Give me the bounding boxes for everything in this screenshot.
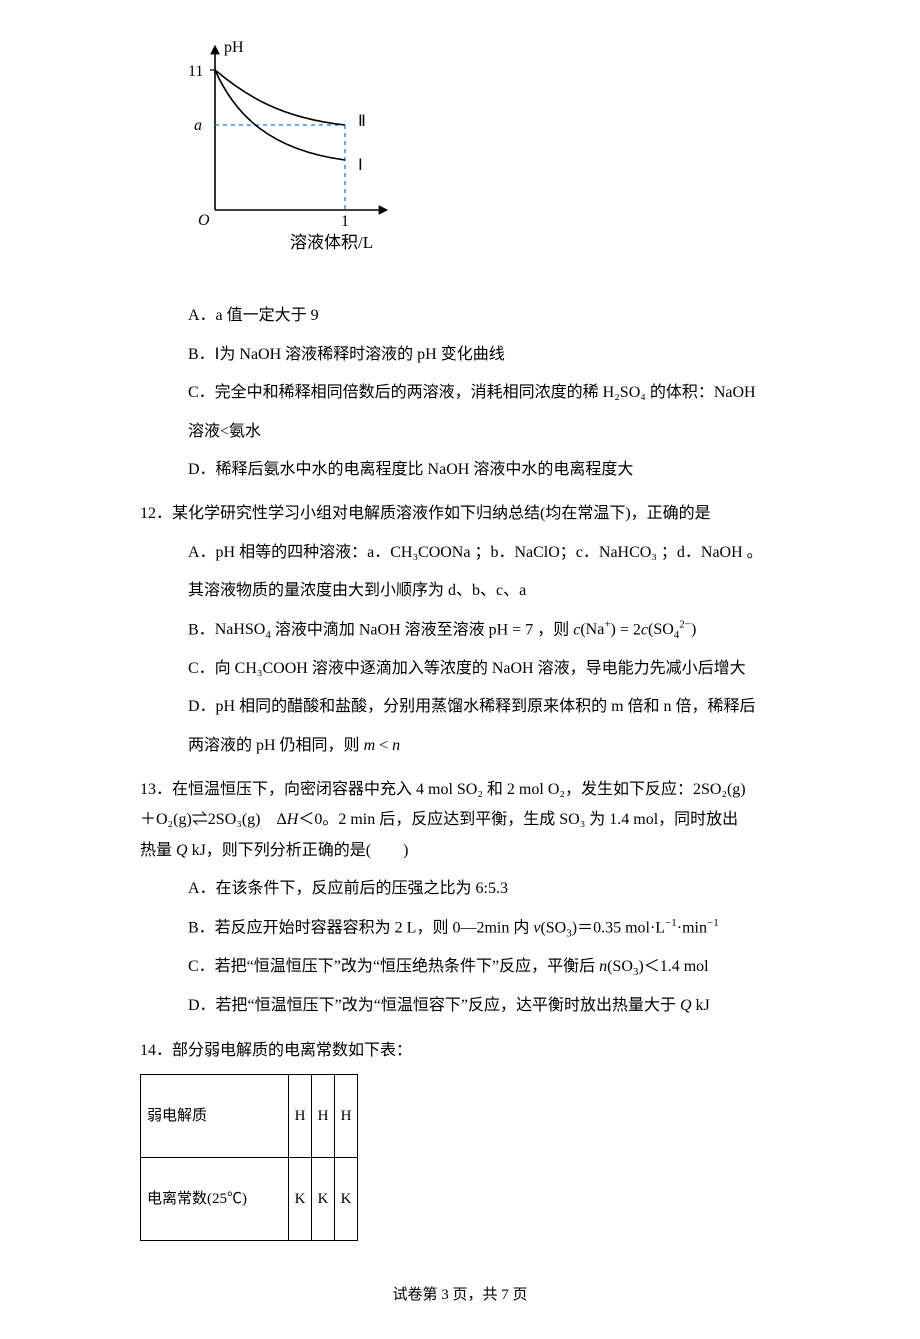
q14-r2c1: K <box>289 1157 312 1240</box>
q14-r2-label: 电离常数(25℃) <box>141 1157 289 1240</box>
ph-dilution-chart: pH O 11 a 1 Ⅱ Ⅰ 溶液体积/L <box>160 40 780 281</box>
q14-r1c1: H <box>289 1074 312 1157</box>
q13-C: C．若把“恒温恒压下”改为“恒压绝热条件下”反应，平衡后 n(SO3)＜1.4 … <box>188 952 780 983</box>
q14-r1c2: H <box>312 1074 335 1157</box>
curve-II-label: Ⅱ <box>358 113 366 130</box>
q14-r2c3: K <box>335 1157 358 1240</box>
chart-svg: pH O 11 a 1 Ⅱ Ⅰ 溶液体积/L <box>160 40 400 270</box>
q12: 12．某化学研究性学习小组对电解质溶液作如下归纳总结(均在常温下)，正确的是 A… <box>140 499 780 761</box>
q13: 13．在恒温恒压下，向密闭容器中充入 4 mol SO₂ 和 2 mol O₂，… <box>140 775 780 1021</box>
ytick-a: a <box>194 117 202 134</box>
q13-D: D．若把“恒温恒压下”改为“恒温恒容下”反应，达平衡时放出热量大于 Q kJ <box>188 991 780 1021</box>
q12-A-line1: A．pH 相等的四种溶液：a．CH₃COONa ；b．NaClO；c．NaHCO… <box>188 538 780 568</box>
curve-I <box>215 70 345 160</box>
q14: 14．部分弱电解质的电离常数如下表： 弱电解质 H H H 电离常数(25℃) … <box>140 1036 780 1241</box>
q11-A: A．a 值一定大于 9 <box>188 301 780 331</box>
q13-A: A．在该条件下，反应前后的压强之比为 6:5.3 <box>188 874 780 904</box>
q11-options: A．a 值一定大于 9 B．Ⅰ为 NaOH 溶液稀释时溶液的 pH 变化曲线 C… <box>140 301 780 485</box>
q14-stem: 14．部分弱电解质的电离常数如下表： <box>140 1036 780 1066</box>
q14-r1-label: 弱电解质 <box>141 1074 289 1157</box>
q13-line3: 热量 Q kJ，则下列分析正确的是( ) <box>140 836 780 866</box>
q13-line1: 13．在恒温恒压下，向密闭容器中充入 4 mol SO₂ 和 2 mol O₂，… <box>140 775 780 805</box>
q11-D: D．稀释后氨水中水的电离程度比 NaOH 溶液中水的电离程度大 <box>188 455 780 485</box>
q11-C-line1: C．完全中和稀释相同倍数后的两溶液，消耗相同浓度的稀 H₂SO₄ 的体积：NaO… <box>188 378 780 408</box>
q14-r2c2: K <box>312 1157 335 1240</box>
q11-C-line2: 溶液<氨水 <box>188 417 780 447</box>
q12-D-line1: D．pH 相同的醋酸和盐酸，分别用蒸馏水稀释到原来体积的 m 倍和 n 倍，稀释… <box>188 692 780 722</box>
q13-B: B．若反应开始时容器容积为 2 L，则 0—2min 内 v(SO3)＝0.35… <box>188 913 780 944</box>
page-footer: 试卷第 3 页，共 7 页 <box>140 1281 780 1310</box>
q12-A-line2: 其溶液物质的量浓度由大到小顺序为 d、b、c、a <box>188 576 780 606</box>
curve-II <box>215 70 345 125</box>
q12-D-line2: 两溶液的 pH 仍相同，则 m < n <box>188 731 780 761</box>
x-axis-label: 溶液体积/L <box>290 233 373 252</box>
origin-label: O <box>198 212 210 229</box>
q12-C: C．向 CH₃COOH 溶液中逐滴加入等浓度的 NaOH 溶液，导电能力先减小后… <box>188 654 780 684</box>
ytick-11: 11 <box>188 63 203 80</box>
q11-B: B．Ⅰ为 NaOH 溶液稀释时溶液的 pH 变化曲线 <box>188 340 780 370</box>
q14-r1c3: H <box>335 1074 358 1157</box>
curve-I-label: Ⅰ <box>358 157 363 174</box>
y-axis-label: pH <box>224 40 244 56</box>
xtick-1: 1 <box>341 213 349 230</box>
q14-table: 弱电解质 H H H 电离常数(25℃) K K K <box>140 1074 358 1241</box>
q13-line2: ＋O₂(g)⇌2SO₃(g) ΔH＜0。2 min 后，反应达到平衡，生成 SO… <box>140 805 780 835</box>
q12-stem: 12．某化学研究性学习小组对电解质溶液作如下归纳总结(均在常温下)，正确的是 <box>140 499 780 529</box>
q12-B: B．NaHSO4 溶液中滴加 NaOH 溶液至溶液 pH = 7 ，则 c(Na… <box>188 615 780 646</box>
